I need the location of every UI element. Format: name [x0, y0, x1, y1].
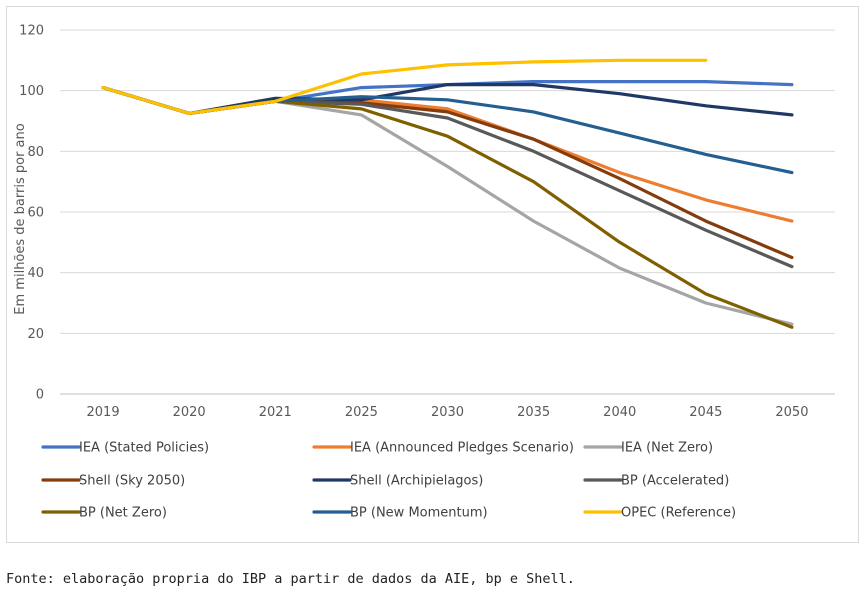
- y-axis-ticks: 0 20 40 60 80 100 120: [19, 24, 44, 403]
- legend-item-iea-announced-pledges-scenario: IEA (Announced Pledges Scenario): [312, 441, 574, 456]
- series-line-bp-net-zero: [101, 85, 794, 329]
- chart-frame: 0 20 40 60 80 100 120 2019 2020 2021 2025 2030 2035…: [6, 6, 859, 543]
- legend-item-shell-archipielagos: Shell (Archipielagos): [312, 474, 483, 489]
- series-line-bp-new-momentum: [101, 85, 794, 175]
- legend-item-shell-sky-2050: Shell (Sky 2050): [41, 474, 185, 489]
- y-tick-label: 0: [36, 388, 44, 403]
- series-lines: [101, 58, 794, 329]
- legend-item-bp-accelerated: BP (Accelerated): [583, 474, 729, 489]
- x-tick-label: 2040: [603, 405, 636, 420]
- y-tick-label: 40: [27, 266, 44, 281]
- legend-label: IEA (Stated Policies): [79, 441, 209, 456]
- series-line-iea-announced-pledges-scenario: [101, 85, 794, 223]
- legend-item-iea-stated-policies: IEA (Stated Policies): [41, 441, 209, 456]
- legend-label: BP (Accelerated): [621, 474, 729, 489]
- legend-label: OPEC (Reference): [621, 506, 736, 521]
- legend-label: Shell (Archipielagos): [350, 474, 483, 489]
- x-tick-label: 2025: [345, 405, 378, 420]
- y-tick-label: 80: [27, 145, 44, 160]
- legend-label: Shell (Sky 2050): [79, 474, 185, 489]
- legend: IEA (Stated Policies) IEA (Announced Pled…: [41, 441, 736, 521]
- series-line-iea-net-zero: [101, 85, 794, 326]
- legend-label: BP (Net Zero): [79, 506, 167, 521]
- y-tick-label: 100: [19, 84, 44, 99]
- legend-label: IEA (Announced Pledges Scenario): [350, 441, 574, 456]
- legend-label: BP (New Momentum): [350, 506, 488, 521]
- legend-item-opec-reference: OPEC (Reference): [583, 506, 736, 521]
- series-line-opec-reference: [101, 58, 708, 116]
- x-tick-label: 2030: [431, 405, 464, 420]
- source-note: Fonte: elaboração propria do IBP a parti…: [6, 571, 575, 587]
- x-tick-label: 2020: [173, 405, 206, 420]
- x-axis-ticks: 2019 2020 2021 2025 2030 2035 2040 2045 2050: [87, 405, 809, 420]
- x-tick-label: 2019: [87, 405, 120, 420]
- y-tick-label: 60: [27, 206, 44, 221]
- y-axis-label: Em milhões de barris por ano: [13, 123, 28, 314]
- y-tick-label: 20: [27, 327, 44, 342]
- x-tick-label: 2035: [517, 405, 550, 420]
- gridlines: [60, 29, 835, 395]
- series-line-bp-accelerated: [101, 85, 794, 269]
- legend-item-bp-new-momentum: BP (New Momentum): [312, 506, 488, 521]
- x-tick-label: 2021: [259, 405, 292, 420]
- series-line-shell-sky-2050: [101, 85, 794, 260]
- x-tick-label: 2045: [689, 405, 722, 420]
- legend-item-iea-net-zero: IEA (Net Zero): [583, 441, 713, 456]
- legend-label: IEA (Net Zero): [621, 441, 713, 456]
- y-tick-label: 120: [19, 24, 44, 39]
- legend-item-bp-net-zero: BP (Net Zero): [41, 506, 167, 521]
- x-tick-label: 2050: [775, 405, 808, 420]
